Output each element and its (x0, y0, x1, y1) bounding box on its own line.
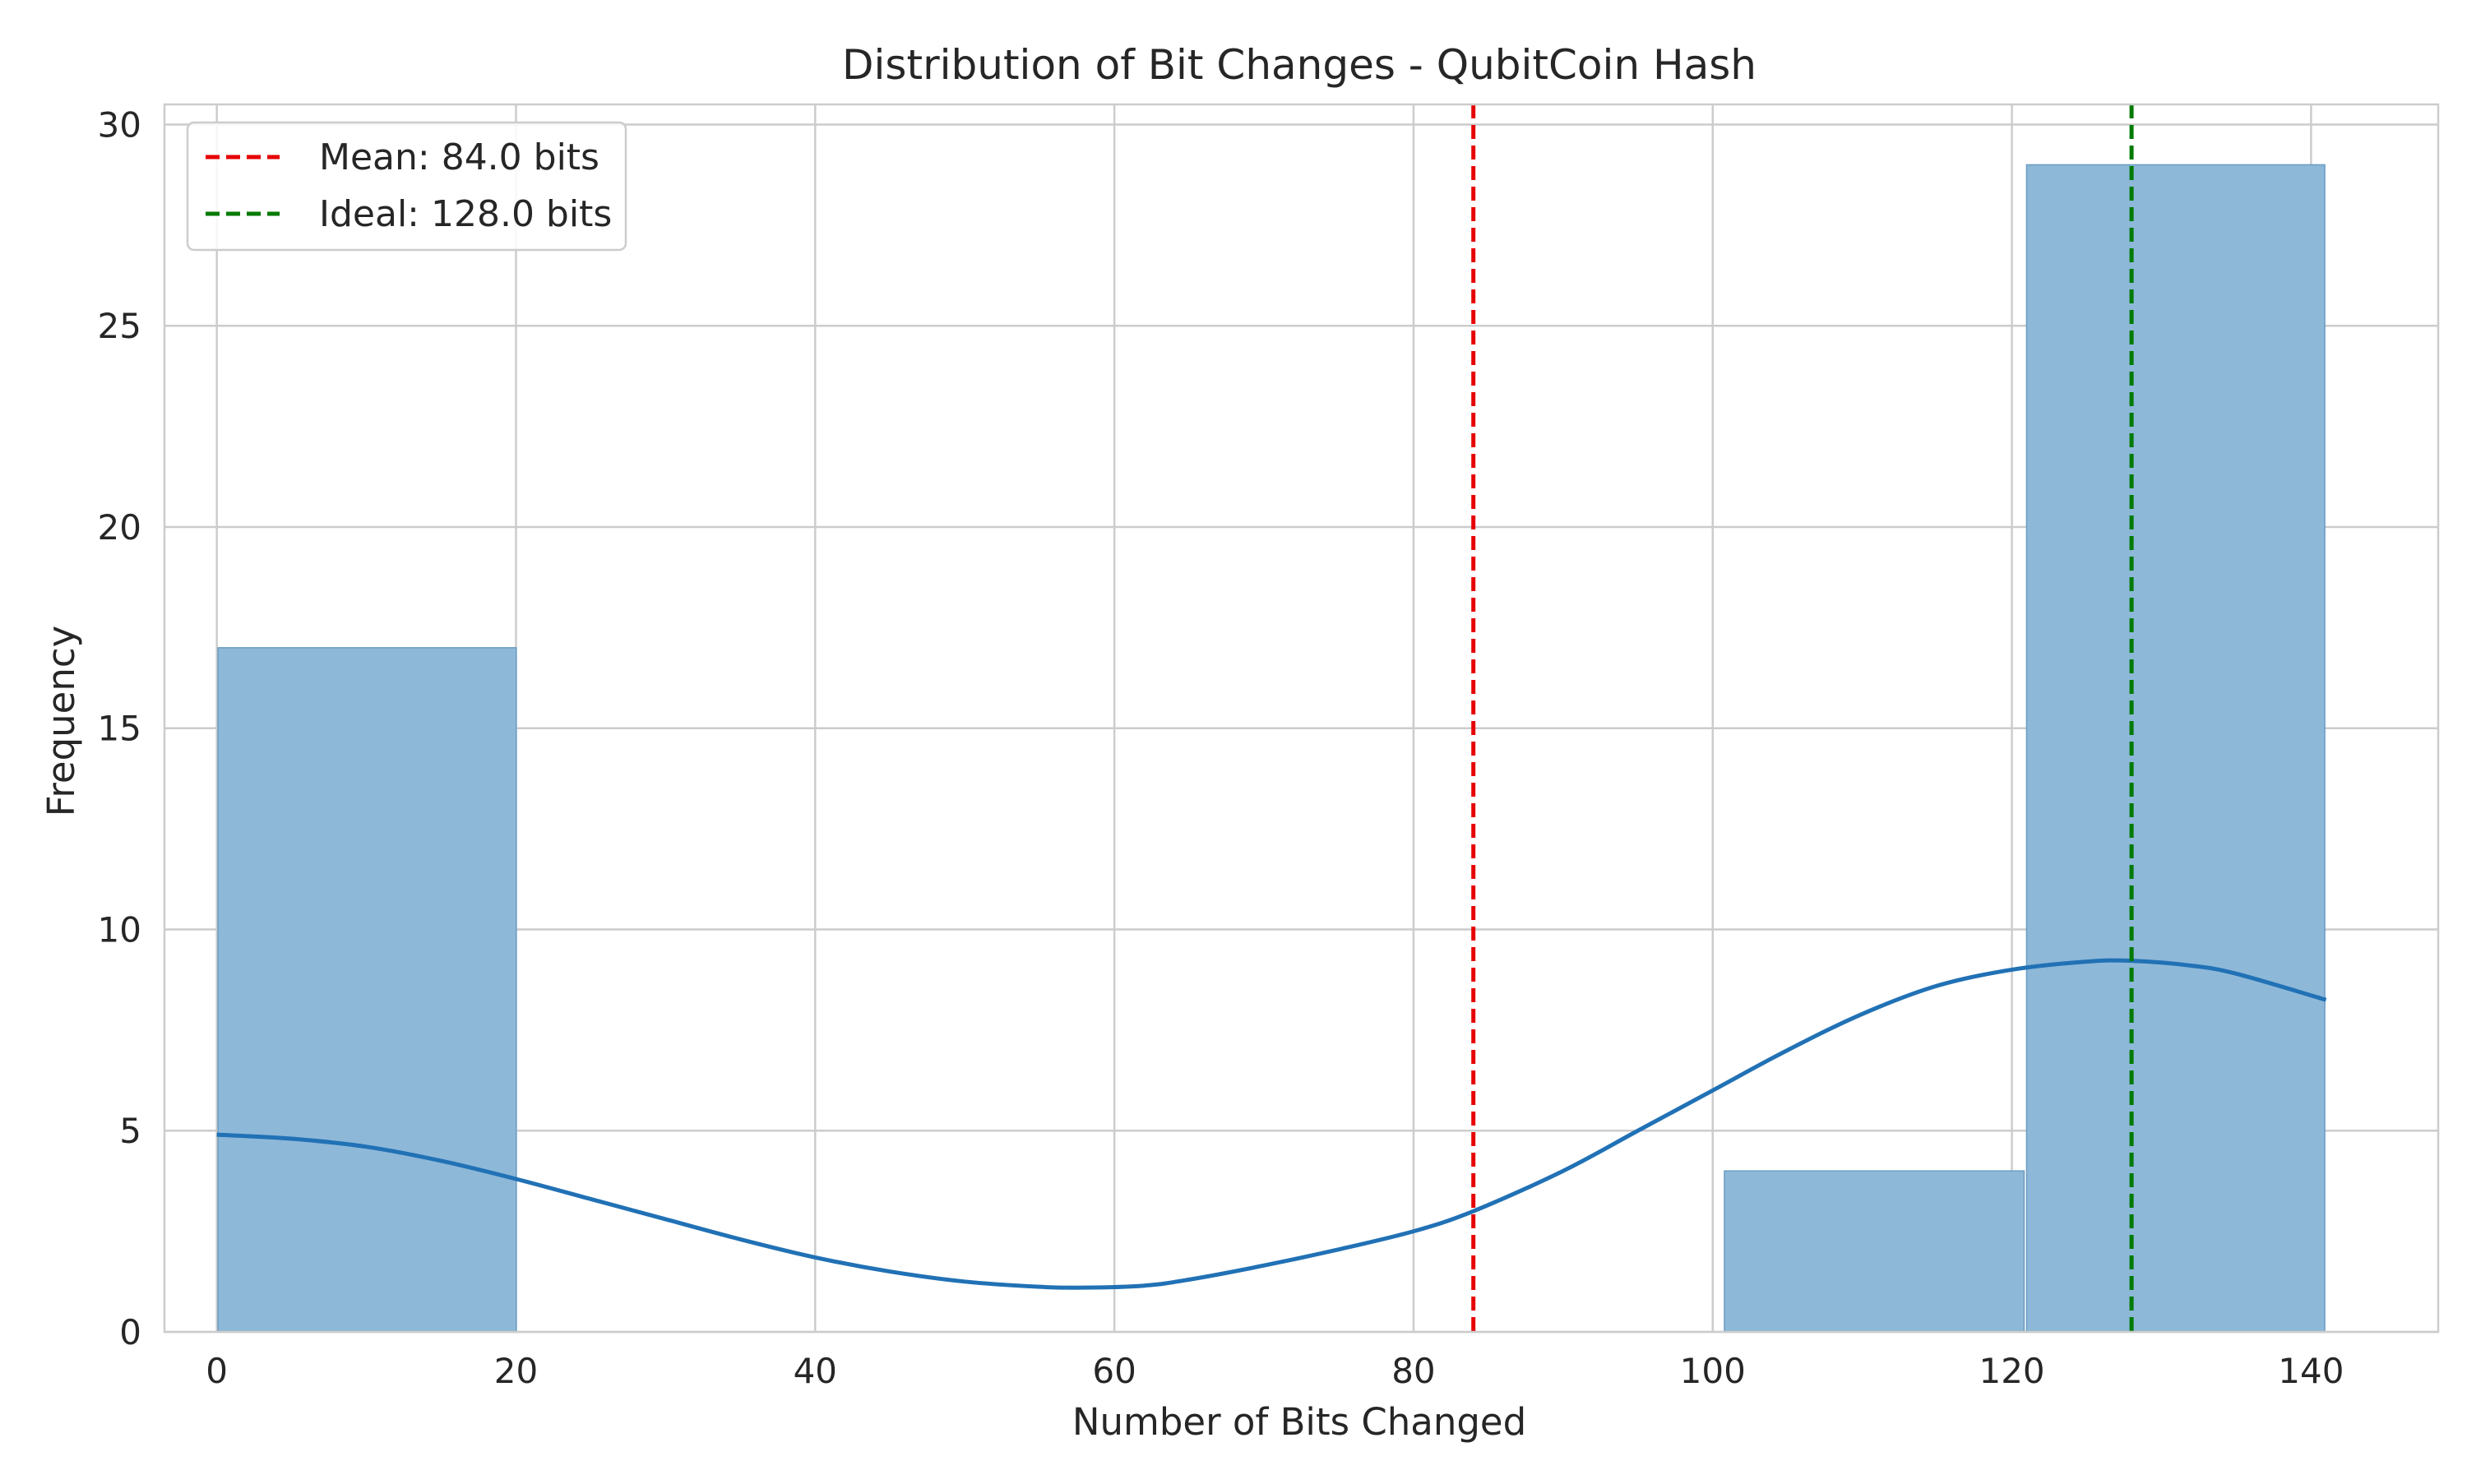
x-tick-label: 80 (1391, 1351, 1435, 1391)
y-axis-label: Frequency (39, 626, 83, 816)
legend-ideal-label: Ideal: 128.0 bits (319, 193, 612, 235)
tick-labels-layer: 0 20 40 60 80 100 120 140 0 5 10 15 20 25 30 (98, 104, 2344, 1391)
x-tick-label: 120 (1979, 1351, 2044, 1391)
histogram-bar (217, 647, 517, 1333)
x-tick-label: 0 (206, 1351, 228, 1391)
y-tick-label: 0 (119, 1312, 141, 1352)
legend: Mean: 84.0 bits Ideal: 128.0 bits (186, 121, 627, 252)
legend-mean-label: Mean: 84.0 bits (319, 136, 599, 178)
chart-title: Distribution of Bit Changes - QubitCoin … (842, 41, 1757, 89)
x-tick-label: 40 (794, 1351, 837, 1391)
x-tick-label: 20 (494, 1351, 538, 1391)
plot-frame (163, 103, 2440, 1334)
bars-layer (217, 164, 2326, 1333)
y-tick-label: 30 (98, 104, 141, 145)
y-tick-label: 5 (119, 1111, 141, 1151)
y-tick-label: 25 (98, 306, 141, 346)
histogram-bar (2025, 164, 2326, 1333)
y-tick-label: 10 (98, 909, 141, 950)
x-tick-label: 100 (1680, 1351, 1746, 1391)
legend-box (186, 121, 627, 252)
x-tick-label: 60 (1092, 1351, 1136, 1391)
kde-curve (216, 958, 2327, 1290)
kde-layer (216, 958, 2327, 1290)
y-tick-label: 15 (98, 709, 141, 749)
y-tick-label: 20 (98, 507, 141, 548)
x-tick-label: 140 (2278, 1351, 2344, 1391)
histogram-bar (1724, 1170, 2025, 1333)
x-axis-label: Number of Bits Changed (1072, 1400, 1526, 1444)
